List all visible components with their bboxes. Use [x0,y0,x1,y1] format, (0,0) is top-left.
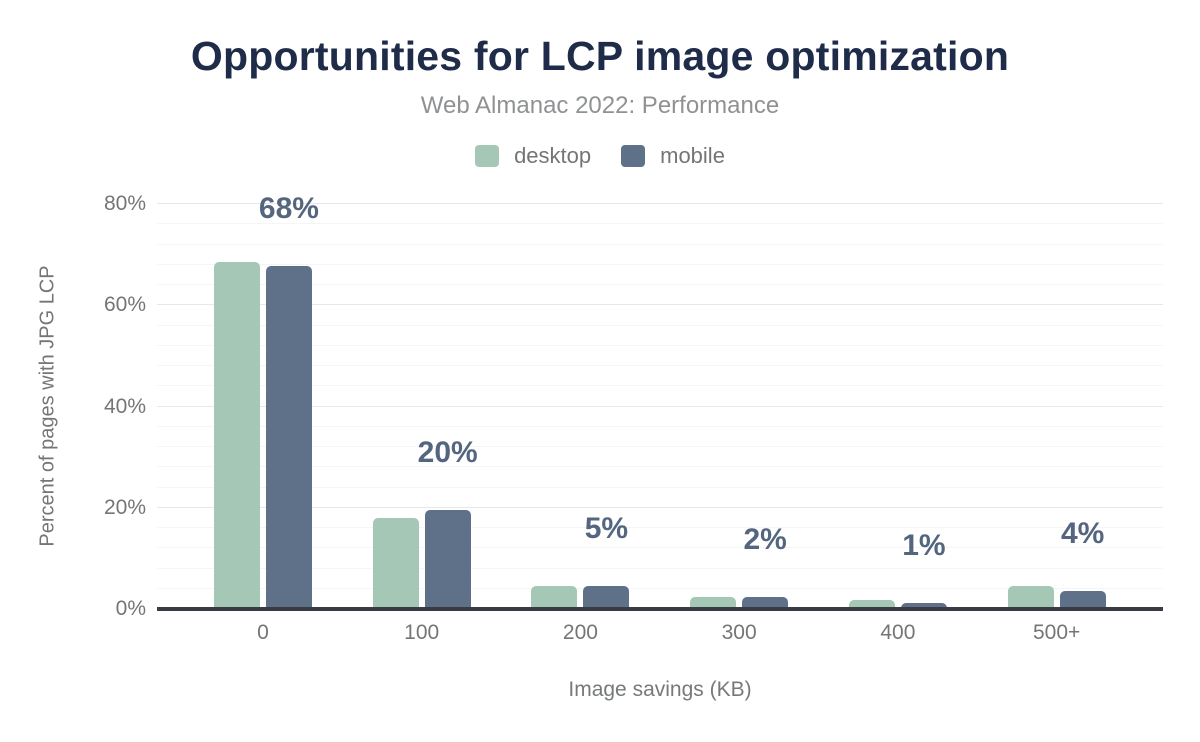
gridline [157,284,1163,285]
chart-subtitle: Web Almanac 2022: Performance [420,92,780,119]
desktop-bar [531,586,578,609]
legend-label: mobile [660,143,725,168]
gridline [157,385,1163,387]
desktop-bar [690,596,737,609]
x-tick-label: 100 [404,621,440,644]
gridline [157,324,1163,326]
x-tick-label: 500+ [1032,621,1081,644]
legend: desktop mobile [0,143,1200,169]
y-tick-label: 0% [115,597,146,620]
mobile-bar [583,586,630,609]
gridline [157,223,1163,225]
x-axis-line [157,607,1163,611]
mobile-bar [900,602,947,609]
gridline [157,405,1163,407]
gridline [157,243,1163,245]
chart-title: Opportunities for LCP image optimization [190,33,1010,79]
gridline [157,263,1163,265]
gridline [157,425,1163,427]
desktop-bar [1007,586,1054,609]
legend-label: desktop [514,143,592,168]
value-label: 5% [584,512,629,546]
gridline [157,486,1163,488]
mobile-bar [265,265,312,609]
gridline [157,365,1163,366]
gridline [157,203,1163,204]
value-label: 68% [258,191,319,225]
desktop-bar [213,261,260,609]
legend-swatch-desktop [475,145,500,167]
y-tick-label: 60% [103,293,146,317]
value-label: 1% [902,528,946,562]
y-tick-label: 80% [103,192,146,215]
desktop-bar [372,518,419,609]
gridline [157,587,1163,589]
x-tick-label: 0 [257,621,269,644]
x-axis-title: Image savings (KB) [568,678,752,701]
plot-area: 68% 20% 5% 2% 1% 4% [157,192,1163,611]
y-tick-label: 40% [103,394,146,418]
gridline [157,466,1163,468]
legend-swatch-mobile [621,145,646,167]
gridline [157,527,1163,528]
value-label: 20% [417,435,478,469]
x-tick-label: 400 [880,621,916,644]
gridline [157,304,1163,306]
desktop-bar [848,599,895,609]
x-tick-label: 200 [562,621,598,644]
mobile-bar [742,596,789,609]
gridline [157,344,1163,346]
value-label: 4% [1060,516,1105,550]
gridline [157,547,1163,549]
value-label: 2% [743,522,787,556]
gridline [157,567,1163,569]
gridline [157,506,1163,508]
x-tick-label: 300 [721,621,757,644]
gridline [157,446,1163,447]
mobile-bar [1059,590,1106,609]
y-tick-label: 20% [103,495,146,519]
legend-item-desktop: desktop [475,143,591,169]
mobile-bar [424,509,471,609]
legend-item-mobile: mobile [621,143,725,169]
